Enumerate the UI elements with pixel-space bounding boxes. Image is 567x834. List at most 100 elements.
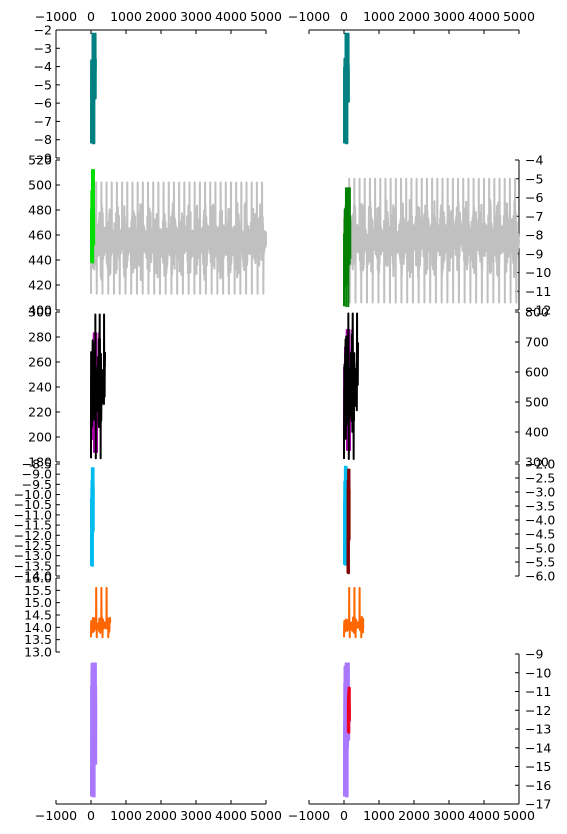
y-tick-label: 520 (28, 153, 52, 168)
y-tick-label: −9 (34, 151, 52, 166)
y-tick-label: 14.5 (24, 608, 52, 623)
x-tick-label-bottom: 5000 (250, 808, 282, 823)
series-line-1 (343, 312, 359, 460)
panel-r3-right: 300 400 500 600 700 800 (343, 305, 549, 470)
y-tick-label: −9 (525, 246, 543, 261)
panel-r5-right (343, 586, 365, 639)
y-tick-label: −5.5 (525, 555, 555, 570)
y-tick-label: −7 (34, 114, 52, 129)
y-tick-label: −4.0 (525, 513, 555, 528)
y-tick-label: 500 (525, 395, 549, 410)
y-tick-label: 440 (28, 253, 52, 268)
y-tick-label: 500 (28, 178, 52, 193)
y-tick-label: −13 (525, 722, 551, 737)
x-tick-label-bottom: 3000 (433, 808, 465, 823)
y-tick-label: −12 (525, 303, 551, 318)
y-tick-label: −9.0 (22, 467, 52, 482)
x-tick-label-top: −1000 (35, 9, 77, 24)
y-tick-label: −11.5 (14, 518, 52, 533)
y-tick-label: −11 (525, 284, 551, 299)
series-line-0 (343, 177, 520, 304)
panel-r1-left: −2 −3 −4 −5 −6 −7 −8 −9 (34, 23, 97, 166)
y-tick-label: 13.0 (24, 645, 52, 660)
y-tick-label: −4 (525, 153, 543, 168)
series-line-0 (90, 181, 267, 295)
y-tick-label: −3 (34, 41, 52, 56)
series-line-0 (90, 662, 98, 798)
x-tick-label-bottom: −1000 (288, 808, 330, 823)
y-tick-label: −6.0 (525, 569, 555, 584)
y-tick-label: 800 (525, 305, 549, 320)
panel-r3-left: 180 200 220 240 260 280 300 (28, 305, 106, 470)
y-tick-label: 13.5 (24, 632, 52, 647)
y-tick-label: −12.0 (14, 528, 52, 543)
series-line-0 (90, 32, 97, 145)
y-tick-label: −14.0 (14, 569, 52, 584)
series-line-1 (346, 686, 351, 734)
y-tick-label: −14 (525, 740, 551, 755)
y-tick-label: 200 (28, 430, 52, 445)
x-tick-label-top: 2000 (398, 9, 430, 24)
y-tick-label: −15 (525, 759, 551, 774)
y-tick-label: −5 (34, 77, 52, 92)
panel-r2-left: 400 420 440 460 480 500 520 (28, 153, 267, 318)
y-tick-label: 400 (28, 303, 52, 318)
series-line-1 (90, 169, 96, 264)
y-tick-label: −5 (525, 171, 543, 186)
series-line-1 (90, 313, 106, 460)
x-tick-label-bottom: 2000 (145, 808, 177, 823)
panel-r5-left: 13.013.514.014.515.015.516.0 (24, 571, 112, 660)
x-tick-label-bottom: 1000 (363, 808, 395, 823)
y-tick-label: −4.5 (525, 527, 555, 542)
y-tick-label: −13.5 (14, 558, 52, 573)
y-tick-label: 300 (525, 455, 549, 470)
panel-r6-left (90, 662, 98, 798)
panel-r2-right: −4 −5 −6 −7 −8 −9 −10 −11 −12 (343, 153, 551, 318)
x-tick-label-top: 3000 (433, 9, 465, 24)
x-tick-label-bottom: 2000 (398, 808, 430, 823)
y-tick-label: −6 (34, 96, 52, 111)
x-tick-label-bottom: 0 (340, 808, 348, 823)
series-line-0 (343, 662, 351, 798)
x-tick-label-top: 5000 (503, 9, 535, 24)
x-tick-label-bottom: 4000 (468, 808, 500, 823)
x-tick-label-bottom: 0 (87, 808, 95, 823)
x-tick-label-top: 1000 (110, 9, 142, 24)
x-tick-label-top: 0 (87, 9, 95, 24)
y-tick-label: −3.5 (525, 499, 555, 514)
y-tick-label: −2.5 (525, 471, 555, 486)
panel-r4-right: −2.0−2.5−3.0−3.5−4.0−4.5−5.0−5.5−6.0 (343, 457, 555, 584)
y-tick-label: −8.5 (22, 457, 52, 472)
x-axis-left: −1000−1000001000100020002000300030004000… (35, 9, 282, 823)
y-tick-label: 240 (28, 380, 52, 395)
y-tick-label: 260 (28, 355, 52, 370)
y-tick-label: −9.5 (22, 477, 52, 492)
x-tick-label-bottom: 1000 (110, 808, 142, 823)
y-tick-label: −17 (525, 797, 551, 812)
y-tick-label: −8 (525, 228, 543, 243)
panel-r6-right: −9 −10 −11 −12 −13 −14 −15 −16 −17 (343, 647, 551, 812)
y-tick-label: −10.5 (14, 497, 52, 512)
y-tick-label: −2 (34, 23, 52, 38)
y-tick-label: −6 (525, 190, 543, 205)
y-tick-label: 16.0 (24, 571, 52, 586)
x-tick-label-top: 0 (340, 9, 348, 24)
series-line-0 (343, 32, 350, 145)
y-tick-label: 400 (525, 425, 549, 440)
y-tick-label: −10 (525, 665, 551, 680)
y-tick-label: −2.0 (525, 457, 555, 472)
x-tick-label-top: −1000 (288, 9, 330, 24)
y-tick-label: 15.5 (24, 583, 52, 598)
series-line-0 (90, 586, 112, 639)
y-tick-label: −11 (525, 684, 551, 699)
y-tick-label: −16 (525, 778, 551, 793)
x-tick-label-top: 4000 (215, 9, 247, 24)
series-line-0 (90, 467, 95, 567)
series-line-0 (343, 465, 348, 566)
y-tick-label: 480 (28, 203, 52, 218)
series-line-1 (343, 187, 352, 308)
x-axis-right: −1000−1000001000100020002000300030004000… (288, 9, 535, 823)
x-tick-label-top: 4000 (468, 9, 500, 24)
x-tick-label-top: 3000 (180, 9, 212, 24)
